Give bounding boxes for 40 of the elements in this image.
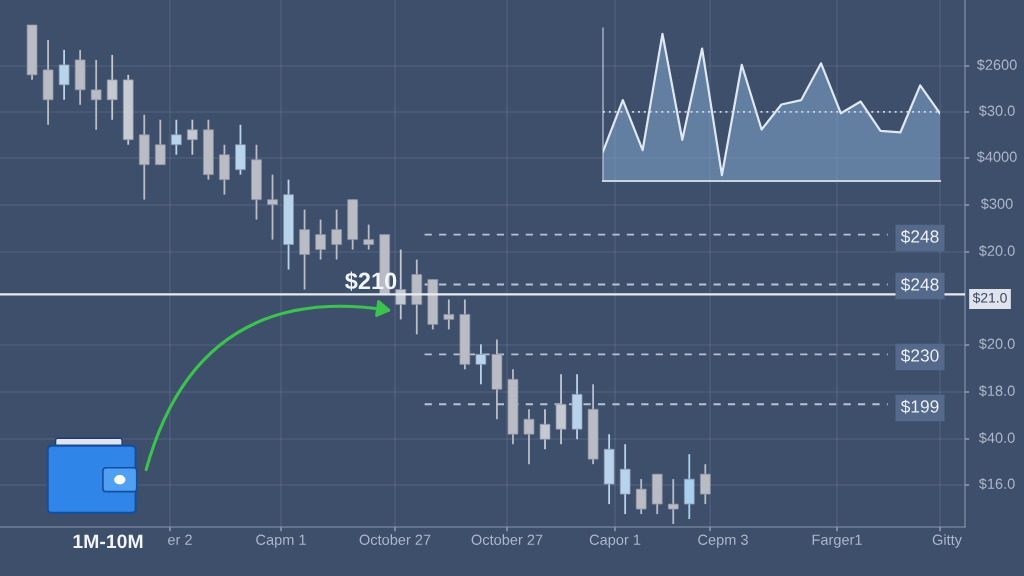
- text: $248: [900, 277, 939, 292]
- candlestick: [667, 478, 679, 525]
- text: $248: [900, 229, 939, 244]
- candlestick: [523, 408, 535, 466]
- text: $30.0: [978, 104, 1015, 117]
- text: $300: [980, 197, 1013, 210]
- candlestick: [635, 478, 647, 515]
- text: $199: [900, 399, 939, 414]
- candlestick: [443, 298, 455, 331]
- candlestick: [106, 53, 118, 121]
- candlestick: [267, 173, 278, 241]
- candlestick: [171, 118, 182, 156]
- text: $20.0: [978, 337, 1015, 350]
- candlestick: [331, 208, 342, 261]
- text: $21.0: [972, 292, 1007, 304]
- text: $230: [900, 348, 939, 363]
- text: 1M-10M: [73, 534, 143, 549]
- text: October 27: [471, 534, 543, 545]
- text: October 27: [359, 534, 431, 545]
- candlestick: [475, 343, 487, 386]
- text: Farger1: [812, 534, 862, 548]
- text: $4000: [976, 150, 1017, 163]
- candlestick: [700, 463, 711, 505]
- text: $18.0: [978, 384, 1015, 397]
- candlestick: [154, 118, 166, 166]
- text: Capor 1: [589, 534, 641, 548]
- candlestick: [58, 49, 70, 101]
- candlestick: [315, 218, 326, 261]
- candlestick: [90, 58, 102, 131]
- text: er 2: [168, 534, 192, 545]
- text: Gitty: [932, 534, 962, 548]
- candlestick: [363, 223, 375, 251]
- text: $40.0: [978, 431, 1015, 444]
- text: Cepm 3: [698, 534, 748, 548]
- candlestick: [539, 408, 551, 451]
- text: $20.0: [978, 244, 1015, 257]
- text: Capm 1: [256, 534, 306, 548]
- candlestick: [187, 118, 198, 156]
- text: $16.0: [978, 477, 1015, 490]
- text: $2600: [976, 58, 1017, 71]
